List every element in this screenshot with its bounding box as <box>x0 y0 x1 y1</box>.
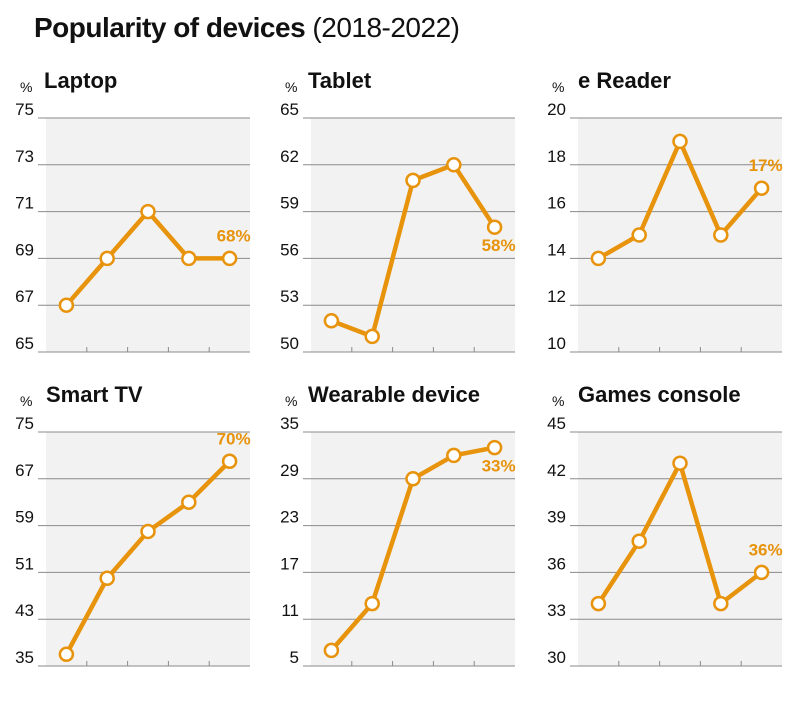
data-point <box>713 227 729 243</box>
data-point <box>486 219 503 235</box>
y-tick-label: 42 <box>547 461 566 480</box>
panel-wearable-device: 5 11 17 23 29 35% Wearable device 33% <box>280 382 516 667</box>
data-point <box>631 533 647 549</box>
data-label: 70% <box>217 429 251 448</box>
data-point <box>672 455 688 471</box>
y-tick-label: 5 <box>290 648 299 667</box>
y-tick-label: 43 <box>15 601 34 620</box>
y-unit-label: % <box>20 393 32 409</box>
panel-smart-tv: 35 43 51 59 67 75% Smart TV 70% <box>15 382 251 667</box>
data-point <box>140 203 156 220</box>
y-tick-label: 20 <box>547 100 566 119</box>
data-point <box>590 250 607 267</box>
y-tick-label: 14 <box>547 240 566 259</box>
y-tick-label: 75 <box>15 100 34 119</box>
y-tick-label: 73 <box>15 147 34 166</box>
plot-background <box>311 118 515 352</box>
panel-title: Wearable device <box>308 382 480 407</box>
data-point <box>405 471 421 487</box>
data-point <box>486 439 503 456</box>
data-point <box>323 313 340 329</box>
data-point <box>672 133 688 150</box>
panel-title: Games console <box>578 382 741 407</box>
data-point <box>221 453 238 469</box>
y-tick-label: 39 <box>547 508 566 527</box>
y-tick-label: 59 <box>15 508 34 527</box>
data-label: 17% <box>749 156 783 175</box>
y-tick-label: 11 <box>281 601 299 620</box>
chart-title: Popularity of devices (2018-2022) <box>34 12 460 44</box>
chart-title-sub: (2018-2022) <box>312 12 460 43</box>
y-tick-label: 36 <box>547 554 566 573</box>
data-label: 36% <box>749 540 783 559</box>
data-label: 58% <box>482 236 516 255</box>
y-unit-label: % <box>20 79 32 95</box>
data-label: 33% <box>482 457 516 476</box>
panel-title: Laptop <box>44 68 117 93</box>
data-point <box>99 570 115 586</box>
chart-title-main: Popularity of devices <box>34 12 306 43</box>
data-point <box>221 250 238 267</box>
y-tick-label: 75 <box>15 414 34 433</box>
plot-background <box>46 118 250 352</box>
y-tick-label: 45 <box>547 414 566 433</box>
data-label: 68% <box>217 226 251 245</box>
plot-background <box>311 432 515 666</box>
y-tick-label: 17 <box>280 554 299 573</box>
y-tick-label: 53 <box>280 287 299 306</box>
y-tick-label: 65 <box>280 100 299 119</box>
data-point <box>58 646 75 663</box>
panel-tablet: 50 53 56 59 62 65% Tablet 58% <box>280 68 516 353</box>
y-tick-label: 59 <box>280 194 299 213</box>
data-point <box>99 250 115 267</box>
data-point <box>405 172 421 189</box>
data-point <box>753 180 770 196</box>
y-unit-label: % <box>552 79 564 95</box>
panel-e-reader: 10 12 14 16 18 20% e Reader 17% <box>547 68 783 353</box>
y-tick-label: 35 <box>15 648 34 667</box>
y-tick-label: 67 <box>15 461 34 480</box>
y-tick-label: 51 <box>15 554 34 573</box>
y-tick-label: 67 <box>15 287 34 306</box>
y-tick-label: 12 <box>547 287 566 306</box>
panel-title: Smart TV <box>46 382 143 407</box>
data-point <box>753 564 770 581</box>
y-unit-label: % <box>285 79 297 95</box>
data-point <box>446 447 462 464</box>
data-point <box>181 494 197 510</box>
data-point <box>446 157 462 173</box>
data-point <box>58 297 75 313</box>
data-point <box>713 595 729 612</box>
panel-games-console: 30 33 36 39 42 45% Games console 36% <box>547 382 783 667</box>
y-tick-label: 18 <box>547 147 566 166</box>
panel-laptop: 65 67 69 71 73 75% Laptop 68% <box>15 68 251 353</box>
y-tick-label: 16 <box>547 194 566 213</box>
y-tick-label: 62 <box>280 147 299 166</box>
data-point <box>323 642 340 659</box>
data-point <box>590 595 607 612</box>
y-tick-label: 33 <box>547 601 566 620</box>
data-point <box>140 523 156 540</box>
data-point <box>364 595 380 612</box>
plot-background <box>578 118 782 352</box>
y-tick-label: 10 <box>547 334 566 353</box>
panel-title: Tablet <box>308 68 372 93</box>
y-tick-label: 30 <box>547 648 566 667</box>
y-tick-label: 65 <box>15 334 34 353</box>
y-tick-label: 35 <box>280 414 299 433</box>
data-point <box>181 250 197 267</box>
y-tick-label: 56 <box>280 240 299 259</box>
y-tick-label: 29 <box>280 461 299 480</box>
data-point <box>631 227 647 243</box>
y-tick-label: 23 <box>280 508 299 527</box>
y-tick-label: 71 <box>15 194 34 213</box>
y-unit-label: % <box>285 393 297 409</box>
y-tick-label: 50 <box>280 334 299 353</box>
data-point <box>364 328 380 345</box>
y-unit-label: % <box>552 393 564 409</box>
panel-title: e Reader <box>578 68 671 93</box>
y-tick-label: 69 <box>15 240 34 259</box>
